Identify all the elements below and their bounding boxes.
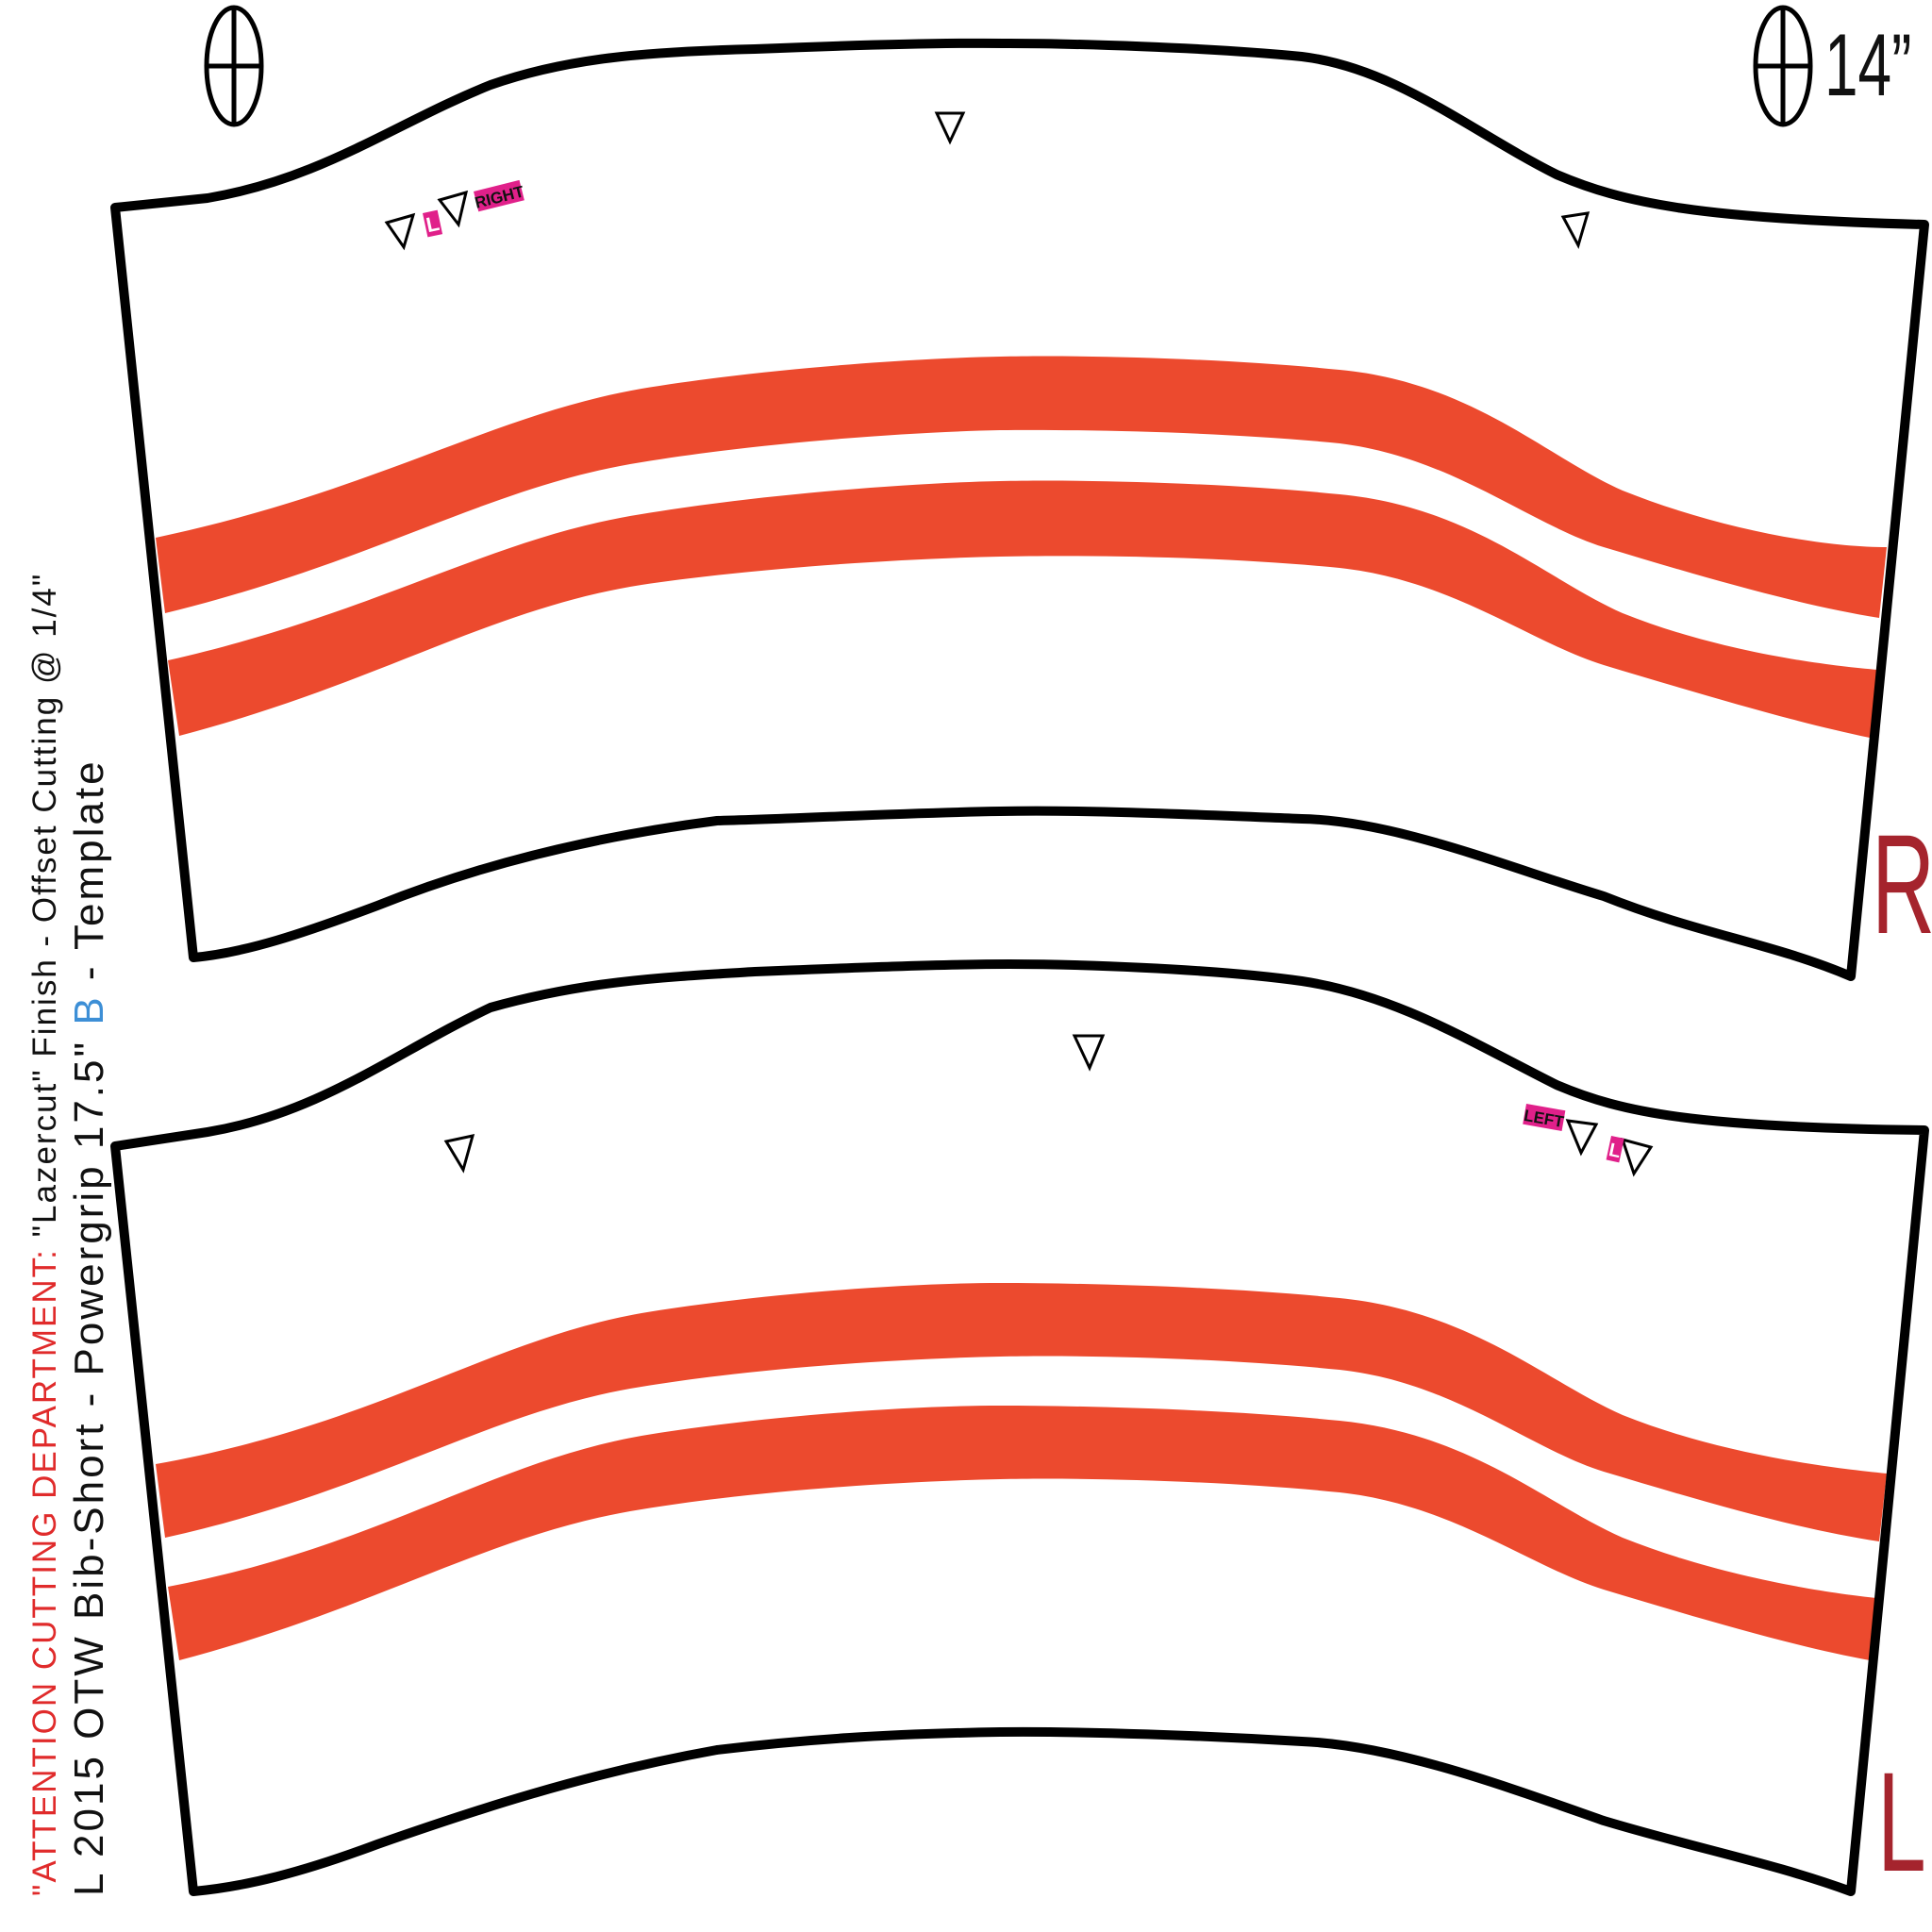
notch-triangle-icon [1620, 1137, 1654, 1177]
notch-label-l-bottom: L [1606, 1136, 1624, 1163]
notch-triangle-icon [437, 190, 469, 228]
template-title-label: L 2015 OTW Bib-Short - Powergrip 17.5" B… [66, 758, 113, 1896]
finish-text: "Lazercut" Finish - Offset Cutting @ 1/4… [26, 572, 63, 1238]
cutting-instruction-label: "ATTENTION CUTTING DEPARTMENT: "Lazercut… [26, 573, 64, 1896]
template-title-highlight: B [66, 994, 112, 1025]
notch-triangle-icon [1072, 1034, 1106, 1072]
outline-right-piece [110, 38, 1929, 981]
side-letter-left: L [1877, 1742, 1926, 1901]
notch-label-left: LEFT [1523, 1104, 1566, 1131]
registration-mark-right [1753, 5, 1813, 127]
notch-triangle-icon [1565, 1119, 1599, 1157]
attention-text: "ATTENTION CUTTING DEPARTMENT: [26, 1237, 63, 1896]
side-letter-right: R [1872, 805, 1932, 963]
template-title-prefix: L 2015 OTW Bib-Short - Powergrip 17.5" [66, 1024, 112, 1896]
svg-text:L: L [1607, 1140, 1623, 1162]
registration-mark-left [204, 5, 264, 127]
notch-triangle-icon [443, 1134, 475, 1174]
notch-label-right: RIGHT [473, 179, 526, 212]
notch-label-l-top: L [423, 209, 443, 238]
template-title-suffix: - Template [66, 758, 112, 995]
pattern-piece-left [110, 959, 1929, 1896]
stripe-lower-left-piece [168, 1406, 1877, 1660]
notch-triangle-icon [934, 111, 966, 145]
notch-triangle-icon [384, 212, 416, 251]
stripe-lower-right-piece [168, 480, 1877, 738]
stripe-upper-right-piece [156, 356, 1887, 618]
stripe-upper-left-piece [156, 1283, 1887, 1541]
notch-triangle-icon [1560, 211, 1591, 249]
size-mark: 14” [1824, 15, 1912, 114]
outline-left-piece [110, 959, 1929, 1896]
pattern-piece-right [110, 38, 1929, 981]
svg-text:L: L [424, 211, 441, 237]
